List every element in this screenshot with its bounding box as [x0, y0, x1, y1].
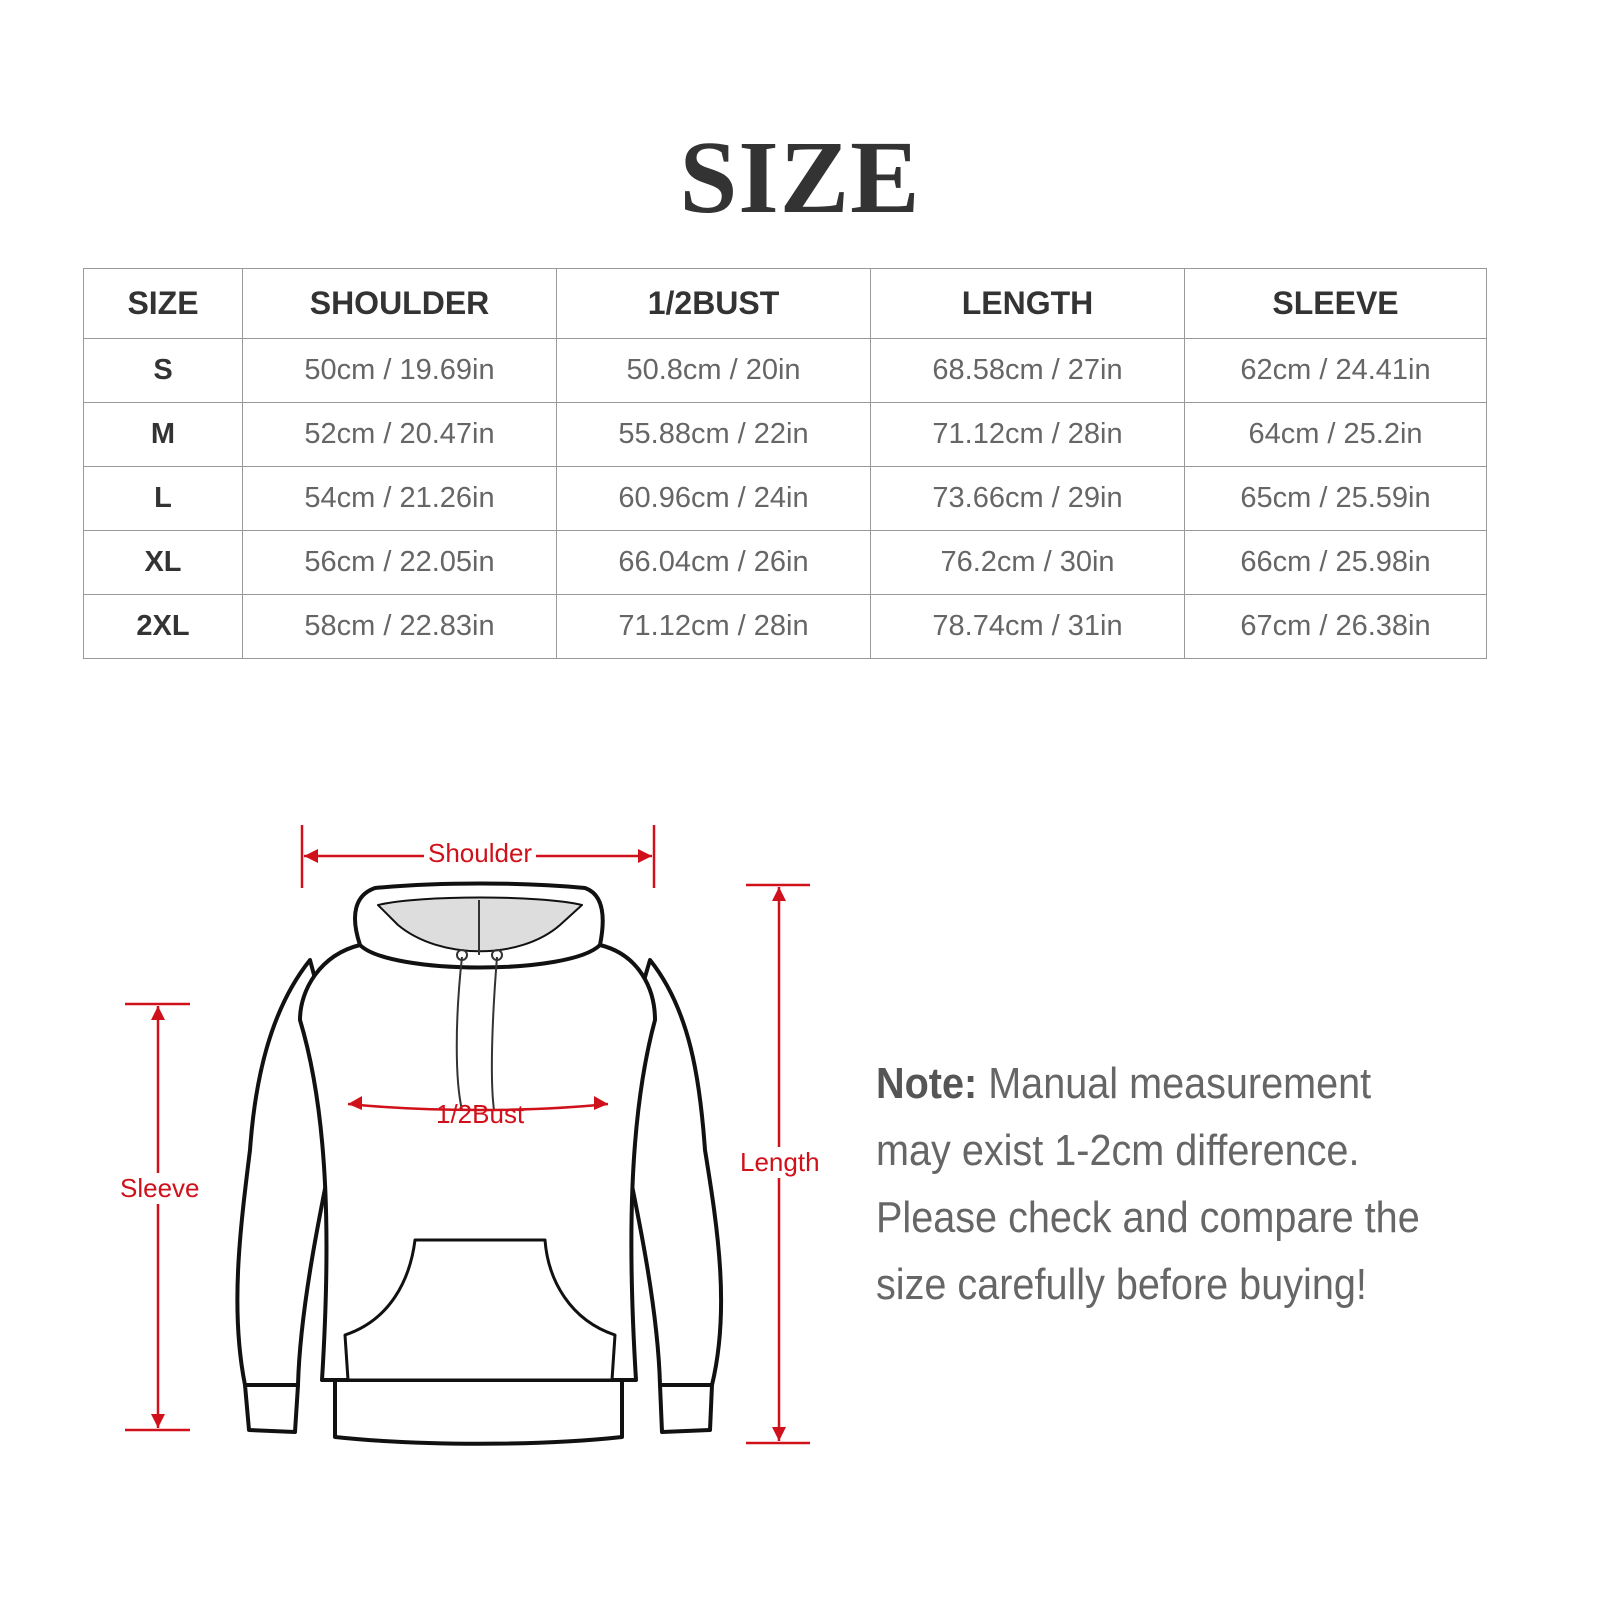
measurement-cell: 66cm / 25.98in [1184, 530, 1487, 595]
bust-label: 1/2Bust [436, 1099, 525, 1129]
drawstrings [455, 900, 503, 1111]
note-text: Manual measurement may exist 1-2cm diffe… [876, 1059, 1420, 1309]
header-shoulder: SHOULDER [242, 268, 557, 339]
size-cell: XL [83, 530, 243, 595]
measurement-cell: 60.96cm / 24in [556, 466, 871, 531]
header-bust: 1/2BUST [556, 268, 871, 339]
measurement-cell: 76.2cm / 30in [870, 530, 1185, 595]
measurement-cell: 73.66cm / 29in [870, 466, 1185, 531]
measurement-cell: 71.12cm / 28in [556, 594, 871, 659]
size-cell: 2XL [83, 594, 243, 659]
header-sleeve: SLEEVE [1184, 268, 1487, 339]
size-cell: S [83, 338, 243, 403]
measurement-cell: 64cm / 25.2in [1184, 402, 1487, 467]
measurement-cell: 78.74cm / 31in [870, 594, 1185, 659]
hoodie-diagram [125, 825, 810, 1446]
shoulder-label: Shoulder [424, 838, 537, 869]
note-label: Note: [876, 1059, 978, 1108]
measurement-cell: 58cm / 22.83in [242, 594, 557, 659]
table-row: L 54cm / 21.26in 60.96cm / 24in 73.66cm / 2… [83, 466, 1487, 531]
length-label: Length [736, 1147, 824, 1178]
table-header-row: SIZE SHOULDER 1/2BUST LENGTH SLEEVE [83, 268, 1487, 339]
size-cell: L [83, 466, 243, 531]
measurement-cell: 66.04cm / 26in [556, 530, 871, 595]
measurement-cell: 50.8cm / 20in [556, 338, 871, 403]
size-cell: M [83, 402, 243, 467]
measurement-cell: 54cm / 21.26in [242, 466, 557, 531]
measurement-cell: 52cm / 20.47in [242, 402, 557, 467]
page-title: SIZE [679, 120, 921, 235]
size-table: SIZE SHOULDER 1/2BUST LENGTH SLEEVE S 50c… [83, 268, 1487, 659]
table-row: 2XL 58cm / 22.83in 71.12cm / 28in 78.74cm /… [83, 594, 1487, 659]
measurement-cell: 68.58cm / 27in [870, 338, 1185, 403]
note: Note: Manual measurement may exist 1-2cm… [876, 1050, 1452, 1318]
measurement-cell: 55.88cm / 22in [556, 402, 871, 467]
table-row: S 50cm / 19.69in 50.8cm / 20in 68.58cm / 27… [83, 338, 1487, 403]
measurement-cell: 71.12cm / 28in [870, 402, 1185, 467]
measurement-cell: 50cm / 19.69in [242, 338, 557, 403]
measurement-cell: 62cm / 24.41in [1184, 338, 1487, 403]
measurement-cell: 56cm / 22.05in [242, 530, 557, 595]
header-size: SIZE [83, 268, 243, 339]
header-length: LENGTH [870, 268, 1185, 339]
measurement-cell: 65cm / 25.59in [1184, 466, 1487, 531]
measurement-cell: 67cm / 26.38in [1184, 594, 1487, 659]
table-row: XL 56cm / 22.05in 66.04cm / 26in 76.2cm / 3… [83, 530, 1487, 595]
sleeve-label: Sleeve [116, 1173, 204, 1204]
table-row: M 52cm / 20.47in 55.88cm / 22in 71.12cm / 2… [83, 402, 1487, 467]
hoodie-outline [235, 881, 724, 1446]
